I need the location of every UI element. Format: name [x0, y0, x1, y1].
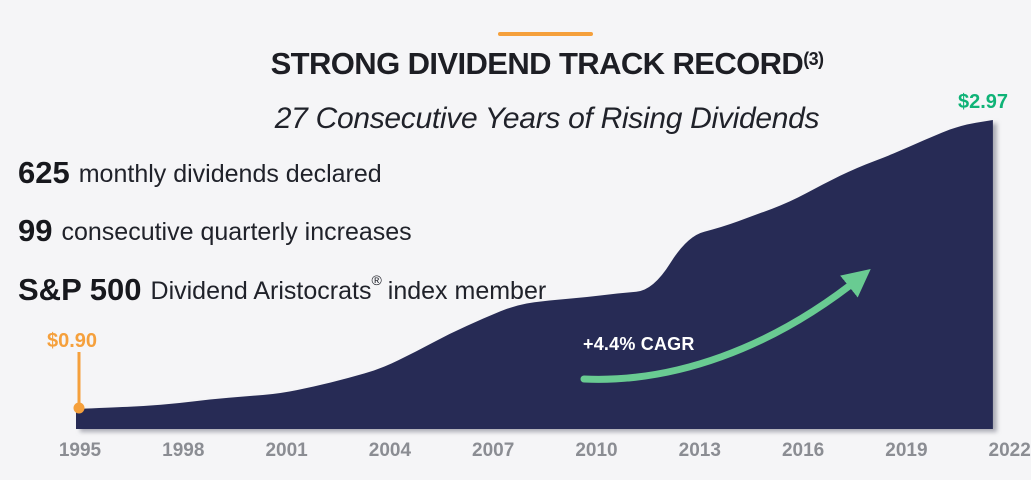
subtitle: 27 Consecutive Years of Rising Dividends: [274, 102, 820, 135]
cagr-annotation: +4.4% CAGR: [583, 334, 695, 354]
area-series: [76, 120, 993, 429]
x-tick-label: 2007: [472, 440, 515, 461]
stat-monthly-dividends: 625 monthly dividends declared: [18, 155, 388, 191]
x-tick-label: 2013: [678, 440, 721, 461]
stat-label-suffix: index member: [387, 277, 547, 305]
end-value-label: $2.97: [958, 91, 1009, 113]
x-tick-label: 2019: [885, 440, 928, 461]
stat-sp500-aristocrats: S&P 500 Dividend Aristocrats® index member: [18, 272, 546, 308]
start-marker-dot: [73, 402, 85, 414]
title-footnote-marker: (3): [803, 48, 824, 69]
x-tick-label: 1998: [162, 440, 205, 461]
x-tick-label: 2016: [781, 440, 825, 461]
x-tick-label: 2001: [265, 440, 308, 461]
registered-trademark-symbol: ®: [371, 271, 382, 288]
cagr-trend-arrow-icon: [580, 268, 871, 383]
page-title-text: STRONG DIVIDEND TRACK RECORD: [270, 46, 804, 81]
x-tick-label: 2022: [988, 440, 1031, 461]
x-tick-label: 2010: [575, 440, 618, 461]
stat-value: 625: [18, 155, 70, 190]
stat-value: 99: [18, 213, 53, 248]
stat-label: consecutive quarterly increases: [61, 218, 412, 246]
stat-label: Dividend Aristocrats: [150, 277, 372, 305]
stat-value: S&P 500: [18, 272, 142, 307]
x-tick-label: 2004: [368, 440, 412, 461]
stat-label: monthly dividends declared: [78, 160, 382, 188]
page-title: STRONG DIVIDEND TRACK RECORD(3): [62, 46, 1031, 82]
x-tick-label: 1995: [58, 440, 102, 461]
accent-rule: [498, 32, 593, 36]
stat-quarterly-increases: 99 consecutive quarterly increases: [18, 213, 418, 249]
start-value-label: $0.90: [47, 330, 98, 352]
x-axis: 1995 1998 2001 2004 2007 2010 2013 2016 2019 2022: [0, 440, 1031, 464]
